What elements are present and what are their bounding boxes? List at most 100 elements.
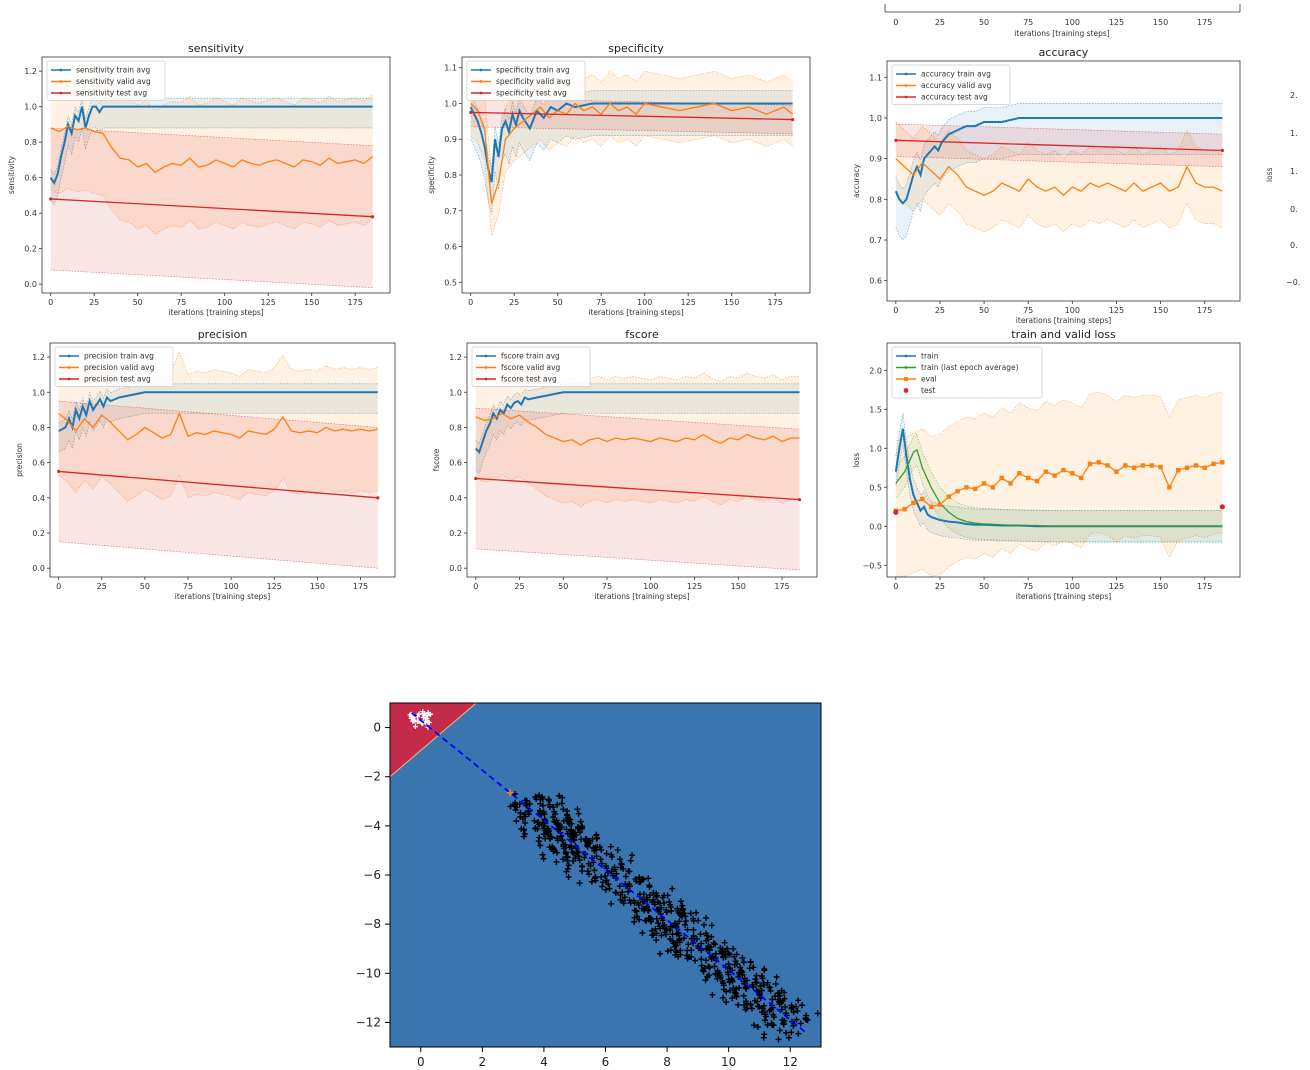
scatter-point xyxy=(664,948,671,955)
scatter-point xyxy=(610,872,617,879)
y-axis-label: fscore xyxy=(432,448,441,471)
legend-box xyxy=(891,346,1043,399)
scatter-point xyxy=(769,996,776,1003)
scatter-point xyxy=(736,984,743,991)
scatter-point xyxy=(579,863,586,870)
x-tick-label: 50 xyxy=(979,306,989,315)
scatter-point xyxy=(616,883,623,890)
scatter-point xyxy=(666,898,673,905)
svg-text:−0.: −0. xyxy=(1286,278,1300,287)
chart-sensitivity: 0 25 50 75 100 125 150 175 0.0 0.2 0.4 0.6 0.8 1.0 1.2… xyxy=(7,42,391,317)
x-tick-label: 10 xyxy=(721,1055,736,1069)
scatter-point xyxy=(536,834,543,841)
band-upper xyxy=(470,90,793,170)
scatter-point xyxy=(703,945,710,952)
legend-marker xyxy=(59,91,63,95)
scatter-point xyxy=(746,965,753,972)
legend-label: accuracy valid avg xyxy=(921,81,992,90)
scatter-point xyxy=(673,949,680,956)
x-tick-label: 75 xyxy=(602,582,612,591)
scatter-point xyxy=(744,1005,751,1012)
eval-point xyxy=(946,494,951,499)
chart-title: fscore xyxy=(625,328,659,341)
chart-title: train and valid loss xyxy=(1011,328,1116,341)
scatter-point xyxy=(564,808,571,815)
scatter-point xyxy=(804,1017,811,1024)
scatter-point xyxy=(570,858,577,865)
scatter-point xyxy=(803,1012,810,1019)
scatter-point xyxy=(726,965,733,972)
scatter-point xyxy=(720,986,727,993)
scatter-point xyxy=(653,930,660,937)
x-tick-label: 150 xyxy=(724,298,739,307)
legend-marker xyxy=(904,377,908,381)
scatter-point xyxy=(669,885,676,892)
scatter-point xyxy=(711,963,718,970)
scatter-point xyxy=(592,844,599,851)
legend-label: specificity test avg xyxy=(496,89,567,98)
band-lower xyxy=(58,541,378,569)
svg-text:loss: loss xyxy=(1265,167,1274,182)
x-axis-label: iterations [training steps] xyxy=(1016,592,1111,601)
eval-point xyxy=(1131,465,1137,470)
y-tick-label: 0.7 xyxy=(869,236,882,245)
eval-point xyxy=(1158,464,1163,470)
scatter-point xyxy=(759,1005,766,1012)
scatter-point xyxy=(674,905,681,912)
band-upper xyxy=(470,70,793,172)
scatter-point xyxy=(760,979,767,986)
x-tick-label: 75 xyxy=(183,582,193,591)
scatter-point xyxy=(655,920,662,927)
legend-marker xyxy=(904,72,908,76)
y-tick-label: −6 xyxy=(363,868,381,882)
cropped-top-tick: 125 xyxy=(1109,18,1124,27)
legend: precision train avg precision valid avg pr… xyxy=(54,346,174,387)
series-line xyxy=(894,116,1223,205)
x-tick-label: 75 xyxy=(1023,582,1033,591)
x-tick-label: 50 xyxy=(558,582,568,591)
scatter-point xyxy=(616,856,623,863)
legend-marker xyxy=(479,68,483,72)
scatter-point xyxy=(727,987,734,994)
scatter-point xyxy=(536,792,543,799)
white-point xyxy=(426,720,432,726)
scatter-point xyxy=(814,1010,821,1017)
eval-point xyxy=(1052,473,1057,478)
legend-label: specificity valid avg xyxy=(496,77,571,86)
scatter-point xyxy=(733,985,740,992)
y-tick-label: 0.4 xyxy=(32,494,45,503)
scatter-point xyxy=(677,951,684,958)
scatter-point xyxy=(710,939,717,946)
scatter-point xyxy=(730,985,737,992)
x-tick-label: 0 xyxy=(48,298,53,307)
spread-band xyxy=(58,351,378,502)
scatter-point xyxy=(597,856,604,863)
scatter-point xyxy=(788,1002,795,1009)
band-lower xyxy=(50,187,373,235)
band-lower xyxy=(470,126,793,135)
legend-marker xyxy=(59,68,63,72)
legend-box xyxy=(891,64,1011,105)
scatter-point xyxy=(588,878,595,885)
scatter-point xyxy=(648,916,655,923)
scatter-point xyxy=(554,849,561,856)
decision-boundary xyxy=(389,702,477,778)
eval-point xyxy=(1070,471,1075,476)
scatter-point xyxy=(520,833,527,840)
scatter-point xyxy=(541,825,548,832)
legend-box xyxy=(466,60,586,101)
cropped-top-tick: 100 xyxy=(1065,18,1080,27)
scatter-point xyxy=(658,932,665,939)
spread-band xyxy=(475,351,800,507)
x-tick-label: 175 xyxy=(774,582,789,591)
x-tick-label: 175 xyxy=(1197,582,1212,591)
scatter-point xyxy=(767,987,774,994)
scatter-point xyxy=(603,850,610,857)
x-tick-label: 125 xyxy=(687,582,702,591)
band-upper xyxy=(895,103,1223,190)
chart-accuracy: 0 25 50 75 100 125 150 175 0.6 0.7 0.8 0.9 1.0 1.1 acc… xyxy=(852,46,1241,325)
legend: specificity train avg specificity valid a… xyxy=(466,60,586,101)
scatter-point xyxy=(735,1001,742,1008)
series-point xyxy=(894,138,898,142)
white-point xyxy=(424,715,430,721)
